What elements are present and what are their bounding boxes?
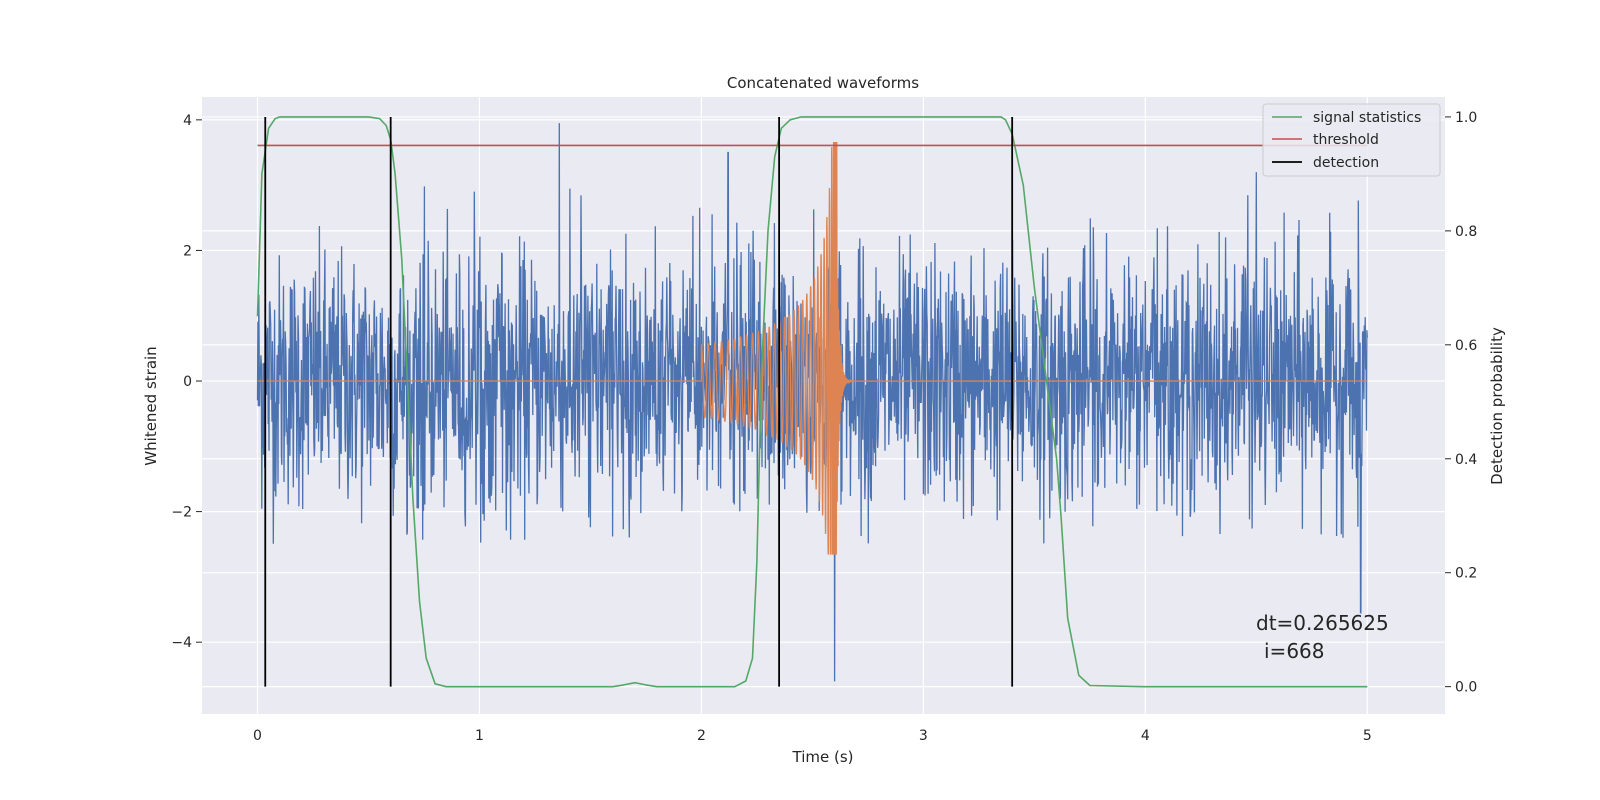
y2-tick-label: 0.6 bbox=[1455, 338, 1477, 354]
y2-tick-label: 0.4 bbox=[1455, 452, 1477, 468]
y2-tick-label: 0.0 bbox=[1455, 680, 1477, 696]
x-tick-label: 0 bbox=[253, 728, 262, 744]
y2-tick-label: 0.2 bbox=[1455, 566, 1477, 582]
x-tick-label: 3 bbox=[919, 728, 928, 744]
chart-title: Concatenated waveforms bbox=[727, 74, 919, 92]
y-axis-label: Whitened strain bbox=[142, 346, 160, 465]
x-axis-label: Time (s) bbox=[792, 748, 854, 766]
x-tick-label: 2 bbox=[697, 728, 706, 744]
y2-axis-label: Detection probability bbox=[1488, 327, 1506, 485]
x-tick-label: 5 bbox=[1363, 728, 1372, 744]
y-tick-label: 0 bbox=[183, 374, 192, 390]
signal-statistics-line bbox=[256, 116, 1368, 688]
y2-tick-label: 1.0 bbox=[1455, 110, 1477, 126]
annotation-i: i=668 bbox=[1264, 639, 1325, 663]
legend-label-signal-statistics: signal statistics bbox=[1313, 110, 1421, 126]
noise-series-line bbox=[256, 123, 1368, 682]
legend-box bbox=[1262, 103, 1441, 177]
y2-tick-label: 0.8 bbox=[1455, 224, 1477, 240]
annotation-dt: dt=0.265625 bbox=[1256, 611, 1389, 635]
x-tick-label: 1 bbox=[475, 728, 484, 744]
y-tick-label: 2 bbox=[183, 243, 192, 259]
chirp-series-line bbox=[257, 142, 1368, 555]
x-tick-label: 4 bbox=[1141, 728, 1150, 744]
legend-label-threshold: threshold bbox=[1313, 132, 1379, 148]
y-tick-label: −2 bbox=[171, 505, 192, 521]
legend-label-detection: detection bbox=[1313, 155, 1379, 171]
y-tick-label: −4 bbox=[171, 635, 192, 651]
legend: signal statistics threshold detection bbox=[1262, 103, 1441, 177]
ticks: 0 1 2 3 4 5 −4 −2 0 2 4 0.0 0.2 0.4 0.6 0.8 1.0 bbox=[171, 110, 1477, 744]
y-tick-label: 4 bbox=[183, 113, 192, 129]
series-layer bbox=[256, 116, 1368, 688]
